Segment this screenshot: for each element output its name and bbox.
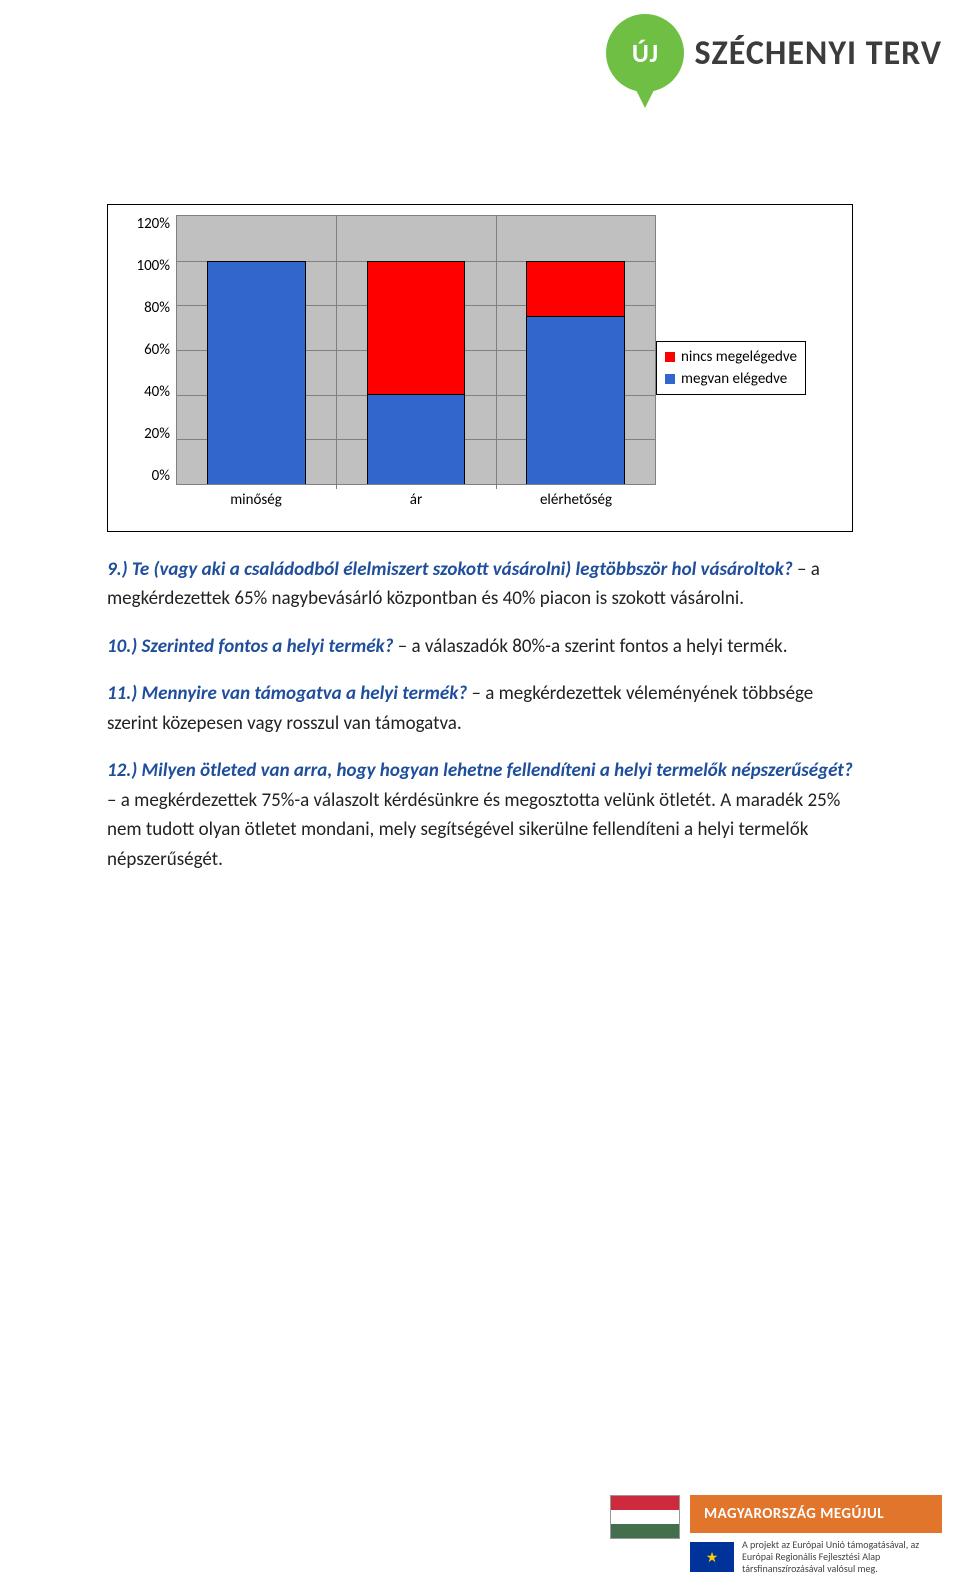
question-9: 9.) Te (vagy aki a családodból élelmisze… [107,558,793,581]
legend-swatch-red-icon [665,352,675,362]
bar-stack [367,261,466,484]
qa-9: 9.) Te (vagy aki a családodból élelmisze… [107,555,853,614]
x-label: minőség [176,485,336,521]
bars [177,216,655,484]
legend: nincs megelégedve megvan elégedve [656,215,842,521]
qa-10: 10.) Szerinted fontos a helyi termék? – … [107,632,853,661]
y-tick: 60% [144,341,170,359]
legend-swatch-blue-icon [665,374,675,384]
y-tick: 120% [136,215,170,233]
content: 9.) Te (vagy aki a családodból élelmisze… [107,555,853,892]
bar-stack [526,261,625,484]
bar-segment-megvan [527,317,624,484]
y-tick: 80% [144,299,170,317]
answer-10: – a válaszadók 80%-a szerint fontos a he… [393,635,787,658]
y-tick: 20% [144,425,170,443]
chart-body: 120% 100% 80% 60% 40% 20% 0% [118,215,656,521]
qa-12: 12.) Milyen ötleted van arra, hogy hogya… [107,756,853,874]
hungary-flag-icon [610,1495,680,1539]
bar-group [177,216,336,484]
y-tick: 100% [136,257,170,275]
satisfaction-chart: 120% 100% 80% 60% 40% 20% 0% [107,204,853,532]
bar-segment-megvan [208,262,305,484]
bar-segment-megvan [368,395,465,484]
x-label: elérhetőség [496,485,656,521]
legend-item: nincs megelégedve [665,346,797,368]
bar-group [496,216,655,484]
plot-wrap: minőség ár elérhetőség [176,215,656,521]
plot-area [176,215,656,485]
legend-label: megvan elégedve [681,368,787,390]
legend-item: megvan elégedve [665,368,797,390]
szechenyi-badge-icon: ÚJ [606,14,684,92]
header-title: SZÉCHENYI TERV [694,33,942,74]
footer-right: MAGYARORSZÁG MEGÚJUL ★ A projekt az Euró… [690,1495,942,1575]
magyarorszag-megujul-label: MAGYARORSZÁG MEGÚJUL [690,1495,942,1533]
footer-sub: ★ A projekt az Európai Unió támogatásáva… [690,1539,942,1575]
y-tick: 40% [144,383,170,401]
bar-stack [207,261,306,484]
badge-text: ÚJ [632,37,659,69]
footer-subtext: A projekt az Európai Unió támogatásával,… [742,1539,942,1575]
bar-segment-nincs [527,262,624,318]
x-axis: minőség ár elérhetőség [176,485,656,521]
qa-11: 11.) Mennyire van támogatva a helyi term… [107,679,853,738]
bar-segment-nincs [368,262,465,395]
bar-group [336,216,495,484]
y-tick: 0% [152,467,170,485]
question-12: 12.) Milyen ötleted van arra, hogy hogya… [107,759,853,782]
eu-flag-icon: ★ [690,1542,734,1572]
y-axis: 120% 100% 80% 60% 40% 20% 0% [118,215,176,521]
x-label: ár [336,485,496,521]
legend-box: nincs megelégedve megvan elégedve [656,341,806,395]
footer: MAGYARORSZÁG MEGÚJUL ★ A projekt az Euró… [610,1495,942,1575]
question-10: 10.) Szerinted fontos a helyi termék? [107,635,393,658]
legend-label: nincs megelégedve [681,346,797,368]
header: ÚJ SZÉCHENYI TERV [606,14,942,92]
question-11: 11.) Mennyire van támogatva a helyi term… [107,682,467,705]
answer-12: – a megkérdezettek 75%-a válaszolt kérdé… [107,789,840,871]
